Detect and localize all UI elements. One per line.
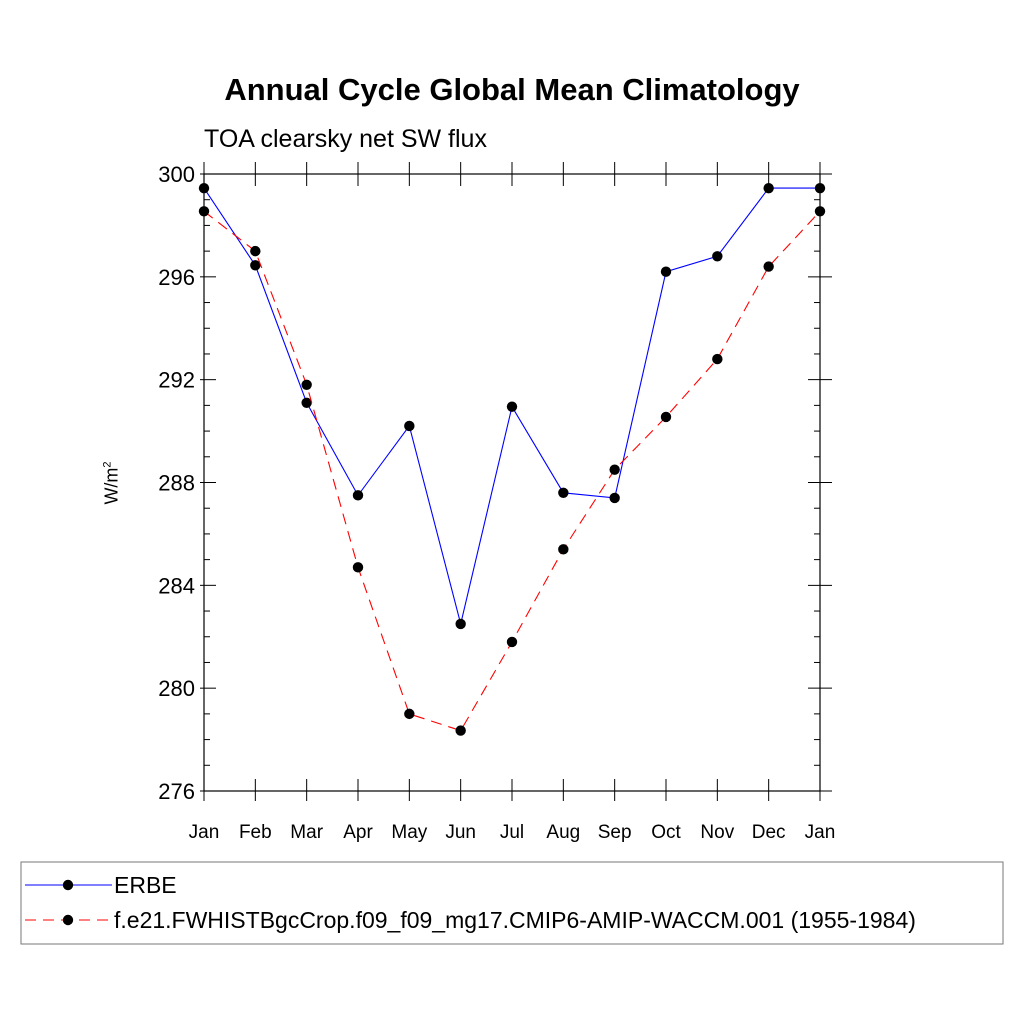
x-tick-label: Jan [189,822,220,843]
x-tick-label: Jun [445,822,476,843]
data-point-0 [506,401,518,412]
data-point-0 [198,182,210,194]
plot-frame [203,173,821,792]
series-layer [198,182,826,736]
chart-title: Annual Cycle Global Mean Climatology [224,72,800,107]
data-point-0 [660,266,672,277]
data-point-0 [352,490,364,501]
data-point-0 [609,492,620,504]
x-tick-label: Apr [343,822,373,843]
data-point-1 [609,464,620,475]
data-point-1 [404,708,415,720]
data-point-0 [301,397,312,409]
x-tick-label: Jul [500,822,524,843]
data-point-0 [250,260,261,271]
data-point-1 [712,353,723,365]
x-tick-label: Nov [700,822,734,843]
data-point-0 [404,420,415,432]
data-point-0 [763,182,774,194]
data-point-1 [352,562,364,573]
data-point-1 [763,261,774,272]
legend-marker-1 [62,914,74,926]
x-tick-label: Jan [805,822,836,843]
x-tick-label: Sep [598,822,632,843]
legend-box [20,861,1004,945]
data-point-1 [198,206,210,217]
data-point-1 [660,411,672,423]
y-tick-label: 300 [158,162,195,187]
data-point-0 [814,182,826,194]
data-point-0 [455,618,466,630]
x-tick-label: Mar [290,822,323,843]
x-tick-label: Aug [546,822,580,843]
x-tick-label: Feb [239,822,272,843]
axis-ticks [200,162,832,801]
y-tick-label: 292 [158,368,195,393]
y-tick-label: 296 [158,265,195,290]
legend-marker-0 [62,879,74,891]
x-tick-label: Dec [752,822,786,843]
x-tick-labels: Jan Feb Mar Apr May Jun Jul Aug Sep Oct Nov Dec Jan [189,822,836,843]
data-point-1 [814,206,826,217]
legend-label-1: f.e21.FWHISTBgcCrop.f09_f09_mg17.CMIP6-A… [114,907,916,933]
y-tick-label: 276 [158,779,195,804]
y-tick-labels: 276 280 284 288 292 296 300 [158,162,195,804]
data-point-0 [712,251,723,262]
y-tick-label: 280 [158,676,195,701]
series-line-1 [203,210,821,732]
data-point-1 [455,725,466,736]
x-tick-label: Oct [651,822,681,843]
data-point-1 [558,544,569,555]
legend-label-0: ERBE [114,872,177,898]
data-point-1 [506,636,518,648]
chart-subtitle: TOA clearsky net SW flux [204,125,487,153]
data-point-0 [558,487,569,498]
data-point-1 [301,379,312,391]
y-tick-label: 284 [158,573,195,598]
legend: ERBE f.e21.FWHISTBgcCrop.f09_f09_mg17.CMI… [25,872,916,933]
data-point-1 [250,245,261,257]
y-tick-label: 288 [158,471,195,496]
x-tick-label: May [391,822,427,843]
